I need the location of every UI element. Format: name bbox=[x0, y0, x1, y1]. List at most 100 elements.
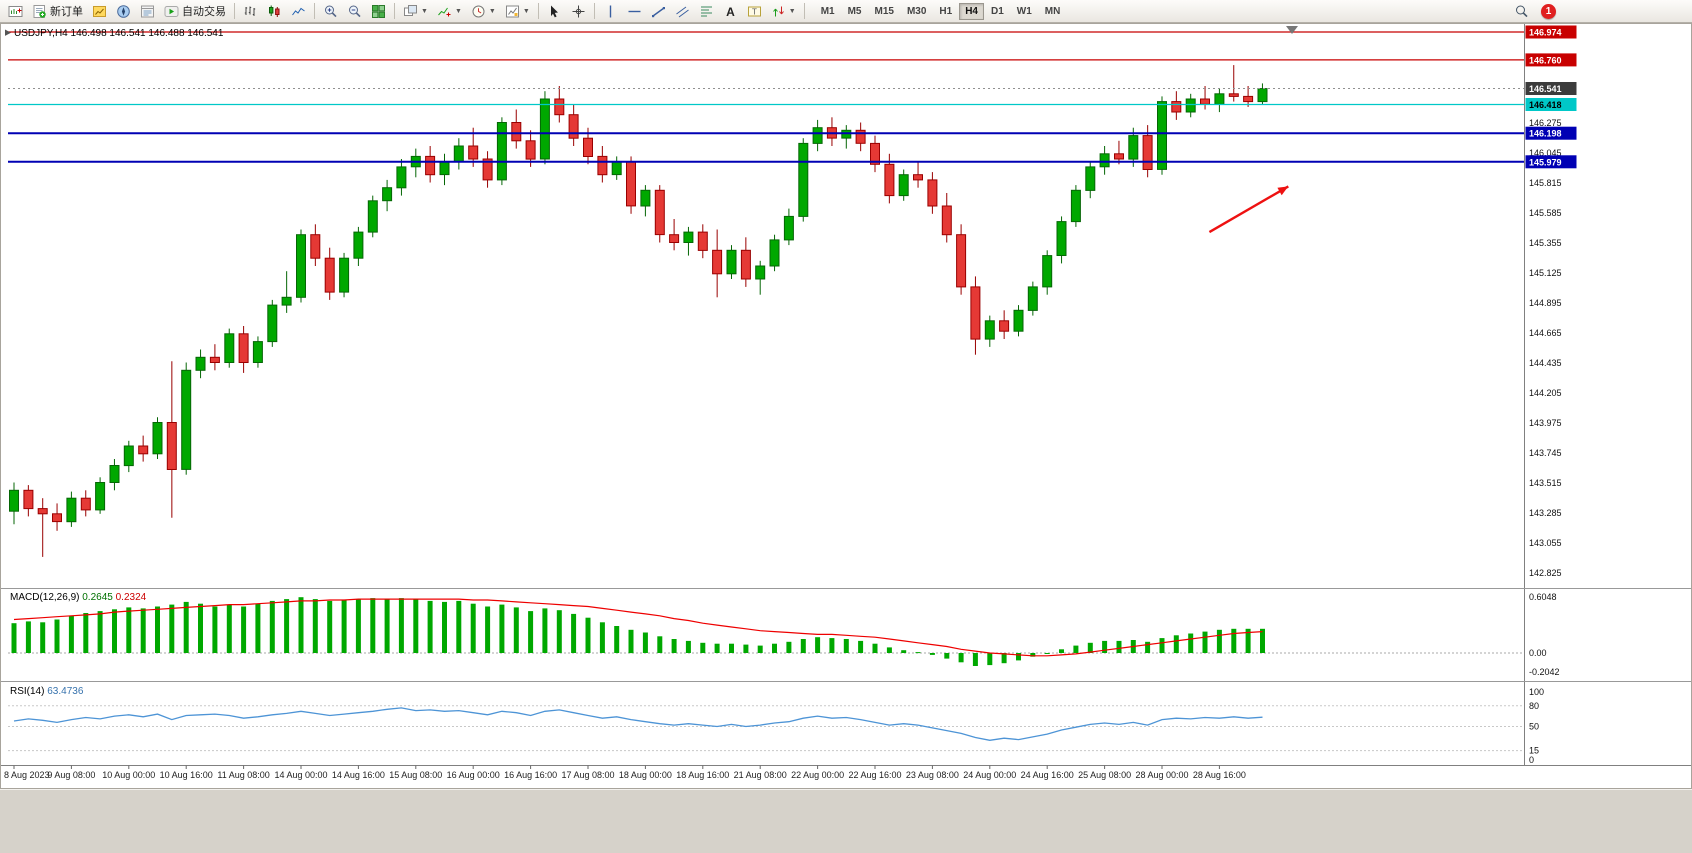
candle-body bbox=[138, 445, 149, 455]
macd-axis-tick: 0.6048 bbox=[1529, 592, 1557, 602]
navigator-icon bbox=[117, 4, 130, 18]
toolbar-navigator-button[interactable] bbox=[112, 2, 135, 21]
toolbar-chart-candles-button[interactable] bbox=[263, 2, 286, 21]
macd-label: MACD(12,26,9) 0.2645 0.2324 bbox=[10, 592, 147, 603]
toolbar-auto-arrange-button[interactable]: ▼ bbox=[399, 2, 432, 21]
timeframe-H1[interactable]: H1 bbox=[933, 3, 958, 20]
notification-badge[interactable]: 1 bbox=[1541, 3, 1556, 19]
macd-bar bbox=[370, 598, 376, 653]
candle-body bbox=[1114, 153, 1124, 160]
toolbar-horizontal-line-button[interactable] bbox=[623, 2, 646, 21]
price-tick: 143.745 bbox=[1529, 448, 1562, 458]
macd-bar bbox=[872, 643, 878, 653]
macd-bar bbox=[427, 600, 433, 653]
bars-icon bbox=[244, 6, 256, 16]
timeframe-M30[interactable]: M30 bbox=[901, 3, 932, 20]
toolbar-chart-line-button[interactable] bbox=[287, 2, 310, 21]
toolbar-tile-windows-button[interactable] bbox=[367, 2, 390, 21]
timeframe-H4[interactable]: H4 bbox=[959, 2, 984, 20]
time-label: 17 Aug 08:00 bbox=[561, 770, 614, 780]
macd-bar bbox=[1231, 628, 1237, 653]
rsi-axis-tick: 80 bbox=[1529, 701, 1539, 711]
candle-body bbox=[956, 234, 967, 288]
toolbar-new-order-button[interactable]: 新订单 bbox=[28, 2, 87, 21]
toolbar-zoom-in-button[interactable] bbox=[319, 2, 342, 21]
macd-bar bbox=[1073, 645, 1079, 653]
toolbar-equidistant-channel-button[interactable] bbox=[671, 2, 694, 21]
macd-bar bbox=[126, 607, 132, 653]
trend-arrow[interactable] bbox=[1208, 185, 1289, 234]
price-tick: 143.975 bbox=[1529, 418, 1562, 428]
macd-bar bbox=[327, 600, 333, 653]
toolbar-text-label-button[interactable]: T bbox=[743, 2, 766, 21]
candle-body bbox=[1128, 135, 1139, 160]
macd-bar bbox=[1260, 628, 1265, 653]
candle-body bbox=[152, 422, 163, 455]
candle-body bbox=[66, 497, 77, 523]
candle-body bbox=[9, 489, 19, 512]
crosshair-icon bbox=[572, 5, 585, 17]
toolbar-new-chart-button[interactable] bbox=[4, 2, 27, 21]
macd-bar bbox=[843, 639, 849, 653]
toolbar-separator bbox=[234, 3, 235, 19]
rsi-axis-tick: 50 bbox=[1529, 722, 1539, 732]
toolbar-chart-bars-button[interactable] bbox=[239, 2, 262, 21]
toolbar-cursor-button[interactable] bbox=[543, 2, 566, 21]
toolbar-market-watch-button[interactable] bbox=[88, 2, 111, 21]
toolbar-crosshair-button[interactable] bbox=[567, 2, 590, 21]
toolbar-buttons: 新订单 自动交易 ▼ ▼ ▼ ▼ A T ▼ M1 M5 M15 M30 H1 H4 D1 W1 MN bbox=[4, 2, 1066, 21]
toolbar-autotrading-button[interactable]: 自动交易 bbox=[160, 2, 230, 21]
candle-body bbox=[999, 320, 1010, 332]
cursor-icon bbox=[550, 5, 558, 17]
price-axis[interactable]: 146.275 146.045 145.815 145.585 145.355 145.1… bbox=[1524, 24, 1577, 765]
candle-body bbox=[984, 320, 995, 340]
chart-svg[interactable]: USDJPY,H4 146.498 146.541 146.488 146.54… bbox=[0, 23, 1692, 853]
macd-bar bbox=[915, 652, 921, 654]
candle-body bbox=[339, 257, 350, 293]
toolbar-templates-button[interactable]: ▼ bbox=[501, 2, 534, 21]
chart-shift-marker[interactable] bbox=[1286, 26, 1298, 34]
candle-body bbox=[1171, 101, 1182, 113]
macd-bar bbox=[499, 604, 505, 653]
candle-body bbox=[224, 333, 235, 363]
candle-body bbox=[669, 234, 680, 243]
chart-add-icon bbox=[8, 5, 23, 17]
macd-bar bbox=[972, 653, 978, 666]
toolbar-fibonacci-button[interactable] bbox=[695, 2, 718, 21]
toolbar-separator bbox=[803, 3, 805, 19]
toolbar-vertical-line-button[interactable] bbox=[599, 2, 622, 21]
timeframe-M15[interactable]: M15 bbox=[869, 3, 900, 20]
toolbar-separator bbox=[394, 3, 395, 19]
toolbar-indicators-button[interactable]: ▼ bbox=[433, 2, 466, 21]
toolbar-data-window-button[interactable] bbox=[136, 2, 159, 21]
toolbar-trendline-button[interactable] bbox=[647, 2, 670, 21]
macd-bar bbox=[68, 615, 74, 653]
macd-bar bbox=[542, 608, 548, 653]
timeframe-D1[interactable]: D1 bbox=[985, 3, 1010, 20]
toolbar-arrows-list-button[interactable]: ▼ bbox=[767, 2, 800, 21]
timeframe-M1[interactable]: M1 bbox=[815, 3, 841, 20]
toolbar-right: 1 bbox=[1510, 2, 1556, 21]
timeframe-W1[interactable]: W1 bbox=[1011, 3, 1038, 20]
candle-body bbox=[683, 231, 694, 244]
price-box bbox=[1525, 126, 1577, 140]
rsi-panel: RSI(14) 63.4736 100 80 50 150 bbox=[8, 686, 1544, 765]
candle-body bbox=[855, 129, 866, 144]
macd-bar bbox=[1216, 629, 1222, 654]
toolbar-zoom-out-button[interactable] bbox=[343, 2, 366, 21]
time-label: 16 Aug 00:00 bbox=[447, 770, 500, 780]
candle-body bbox=[726, 249, 737, 275]
timeframe-M5[interactable]: M5 bbox=[842, 3, 868, 20]
price-tick: 143.285 bbox=[1529, 508, 1562, 518]
candle-body bbox=[654, 189, 665, 236]
macd-bar bbox=[815, 637, 821, 653]
macd-bar bbox=[642, 632, 648, 653]
price-box-label: 145.979 bbox=[1529, 157, 1562, 167]
toolbar-periods-button[interactable]: ▼ bbox=[467, 2, 500, 21]
timeframe-MN[interactable]: MN bbox=[1039, 3, 1067, 20]
candle-body bbox=[453, 145, 464, 163]
search-button[interactable] bbox=[1510, 2, 1533, 21]
candle-body bbox=[1142, 135, 1153, 171]
toolbar-text-button[interactable]: A bbox=[719, 2, 742, 21]
